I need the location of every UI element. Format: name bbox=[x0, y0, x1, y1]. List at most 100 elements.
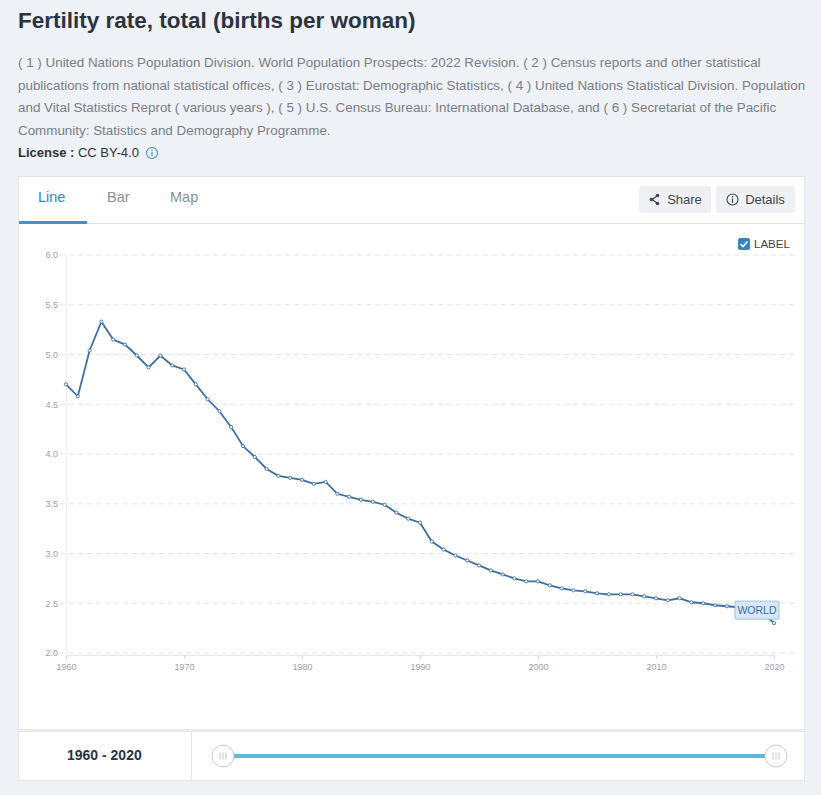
marker bbox=[477, 564, 480, 567]
marker bbox=[466, 559, 469, 562]
marker bbox=[572, 589, 575, 592]
y-tick: 2.0 bbox=[45, 648, 66, 658]
marker bbox=[300, 478, 303, 481]
checkbox-label: LABEL bbox=[754, 238, 790, 250]
marker bbox=[76, 395, 79, 398]
marker bbox=[336, 492, 339, 495]
marker bbox=[324, 480, 327, 483]
license-sep: : bbox=[66, 145, 78, 160]
y-tick: 4.5 bbox=[45, 400, 66, 410]
x-axis-line bbox=[67, 656, 775, 660]
marker bbox=[253, 455, 256, 458]
marker bbox=[348, 495, 351, 498]
y-tick: 5.5 bbox=[45, 300, 66, 310]
x-tick-label: 1990 bbox=[410, 662, 430, 672]
license-value: CC BY-4.0 bbox=[78, 145, 139, 160]
marker bbox=[88, 349, 91, 352]
marker bbox=[230, 426, 233, 429]
series-label: WORLD bbox=[735, 601, 779, 619]
grid-line bbox=[60, 354, 796, 355]
grid-line bbox=[60, 255, 796, 256]
tab[interactable]: Bar bbox=[107, 189, 130, 205]
slider-grip bbox=[776, 753, 777, 760]
marker bbox=[64, 383, 67, 386]
range-label: 1960 - 2020 bbox=[67, 747, 142, 763]
marker bbox=[218, 410, 221, 413]
x-tick: 2010 bbox=[646, 655, 666, 672]
marker bbox=[430, 540, 433, 543]
marker bbox=[206, 398, 209, 401]
range-slider bbox=[212, 745, 787, 767]
button-icon bbox=[726, 193, 739, 206]
grid-line bbox=[60, 553, 796, 554]
title: Fertility rate, total (births per woman) bbox=[18, 8, 416, 34]
x-tick-mark bbox=[774, 655, 775, 659]
y-tick-label: 3.5 bbox=[45, 499, 58, 509]
marker bbox=[713, 604, 716, 607]
button[interactable]: Details bbox=[716, 186, 795, 213]
grid-line bbox=[60, 404, 796, 405]
y-tick-label: 2.0 bbox=[45, 648, 58, 658]
grid-line bbox=[60, 503, 796, 504]
x-tick: 2020 bbox=[764, 655, 784, 672]
y-tick-label: 4.0 bbox=[45, 449, 58, 459]
slider-track bbox=[223, 754, 776, 758]
marker bbox=[772, 622, 775, 625]
label-toggle[interactable]: LABEL bbox=[738, 238, 790, 250]
slider-handle-knob[interactable] bbox=[212, 745, 234, 767]
marker bbox=[159, 354, 162, 357]
button-icon bbox=[648, 193, 661, 206]
y-tick: 3.0 bbox=[45, 549, 66, 559]
x-tick-label: 2010 bbox=[646, 662, 666, 672]
marker bbox=[725, 605, 728, 608]
series-label-box bbox=[735, 601, 779, 619]
tab[interactable]: Line bbox=[38, 189, 65, 205]
marker bbox=[312, 482, 315, 485]
slider-handle[interactable] bbox=[212, 745, 234, 767]
tab[interactable]: Map bbox=[170, 189, 198, 205]
marker bbox=[654, 597, 657, 600]
slider-handle[interactable] bbox=[765, 745, 787, 767]
y-tick-label: 4.5 bbox=[45, 400, 58, 410]
marker bbox=[395, 511, 398, 514]
x-tick-mark bbox=[538, 655, 539, 659]
marker bbox=[194, 383, 197, 386]
marker bbox=[607, 593, 610, 596]
checkmark bbox=[738, 238, 750, 250]
marker bbox=[383, 503, 386, 506]
button[interactable]: Share bbox=[639, 186, 711, 213]
button-label: Share bbox=[667, 192, 702, 207]
marker bbox=[761, 611, 764, 614]
marker bbox=[442, 548, 445, 551]
marker bbox=[737, 606, 740, 609]
marker bbox=[525, 580, 528, 583]
marker bbox=[536, 580, 539, 583]
marker bbox=[418, 521, 421, 524]
y-tick: 6.0 bbox=[45, 250, 66, 260]
y-tick-label: 3.0 bbox=[45, 549, 58, 559]
slider-grip bbox=[773, 753, 774, 760]
plot-area bbox=[64, 320, 775, 625]
line bbox=[66, 322, 774, 623]
marker bbox=[135, 354, 138, 357]
series-label-text: WORLD bbox=[737, 604, 777, 616]
marker bbox=[371, 500, 374, 503]
x-tick: 2000 bbox=[528, 655, 548, 672]
chart-card bbox=[18, 176, 805, 730]
license: License : CC BY-4.0 bbox=[18, 145, 159, 160]
checkbox[interactable] bbox=[738, 238, 750, 250]
x-tick-label: 2020 bbox=[764, 662, 784, 672]
marker bbox=[678, 597, 681, 600]
grid-line bbox=[60, 603, 796, 604]
button-label: Details bbox=[745, 192, 785, 207]
y-tick: 5.0 bbox=[45, 350, 66, 360]
marker bbox=[289, 476, 292, 479]
marker bbox=[489, 569, 492, 572]
marker bbox=[277, 474, 280, 477]
x-tick-mark bbox=[656, 655, 657, 659]
grid-line bbox=[60, 653, 796, 654]
subtitle: ( 1 ) United Nations Population Division… bbox=[18, 52, 808, 142]
marker bbox=[584, 590, 587, 593]
slider-handle-knob[interactable] bbox=[765, 745, 787, 767]
license-label: License bbox=[18, 145, 66, 160]
